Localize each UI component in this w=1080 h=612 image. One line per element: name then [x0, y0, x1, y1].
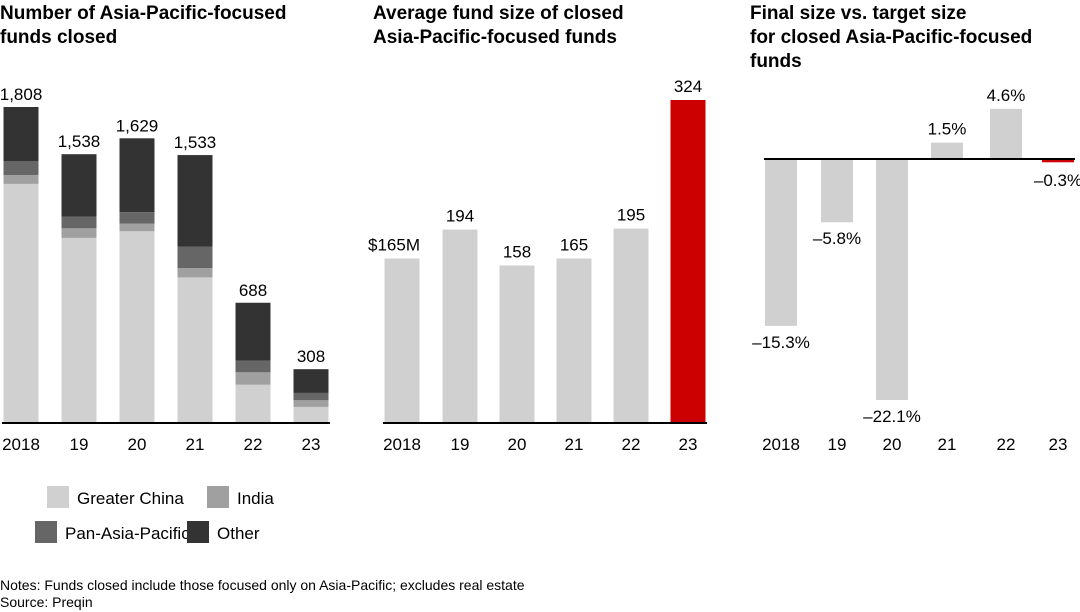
source-text: Source: Preqin	[0, 594, 93, 610]
bar	[821, 159, 853, 223]
data-label: 1,808	[0, 85, 42, 104]
chart-average-fund-size: Average fund size of closed Asia-Pacific-…	[368, 3, 707, 454]
bar	[556, 258, 592, 423]
chart-title: funds closed	[0, 27, 117, 48]
legend-swatch	[207, 486, 229, 508]
legend-label: Greater China	[77, 489, 184, 508]
bar-segment-greater-china	[61, 237, 97, 423]
bar-segment-greater-china	[293, 406, 329, 423]
bar-segment-greater-china	[3, 183, 39, 423]
chart-title: funds	[750, 51, 802, 72]
bar	[990, 108, 1022, 159]
chart-funds-closed: Number of Asia-Pacific-focused funds clos…	[0, 3, 330, 454]
data-label: 194	[446, 207, 474, 226]
legend: Greater China India Pan-Asia-Pacific Other	[35, 486, 274, 543]
bar-segment-pan-asia-pacific	[61, 216, 97, 229]
legend-swatch	[47, 486, 69, 508]
bar	[442, 229, 478, 423]
data-label: 165	[560, 236, 588, 255]
data-label: 195	[617, 206, 645, 225]
bar-segment-india	[235, 372, 271, 385]
data-label: 1,538	[58, 132, 101, 151]
notes-text: Notes: Funds closed include those focuse…	[0, 577, 525, 593]
bar-segment-other	[3, 107, 39, 162]
bar	[931, 142, 963, 159]
x-tick-label: 20	[508, 435, 527, 454]
data-label: 4.6%	[987, 86, 1026, 105]
x-tick-label: 23	[1049, 435, 1068, 454]
bar	[670, 100, 706, 423]
x-tick-label: 22	[244, 435, 263, 454]
chart-title: for closed Asia-Pacific-focused	[750, 27, 1032, 48]
legend-label: India	[237, 489, 274, 508]
bar-segment-other	[177, 155, 213, 247]
x-tick-label: 21	[565, 435, 584, 454]
bar-segment-greater-china	[235, 384, 271, 423]
data-label: 324	[674, 77, 702, 96]
bar-segment-india	[119, 223, 155, 232]
bar	[499, 265, 535, 423]
bar-segment-india	[61, 228, 97, 238]
x-tick-label: 21	[186, 435, 205, 454]
bar	[765, 159, 797, 326]
x-tick-label: 20	[883, 435, 902, 454]
x-tick-label: 22	[622, 435, 641, 454]
bar-segment-pan-asia-pacific	[119, 212, 155, 224]
bar-segment-greater-china	[177, 277, 213, 423]
legend-label: Other	[217, 524, 260, 543]
bar-segment-pan-asia-pacific	[235, 360, 271, 373]
bar	[613, 228, 649, 423]
bar-segment-pan-asia-pacific	[3, 161, 39, 175]
bar-segment-india	[3, 174, 39, 184]
bar-segment-india	[177, 268, 213, 278]
data-label: –22.1%	[863, 407, 921, 426]
x-tick-label: 2018	[383, 435, 421, 454]
data-label: 1,533	[174, 133, 217, 152]
x-tick-label: 19	[828, 435, 847, 454]
chart-final-vs-target: Final size vs. target size for closed Asi…	[750, 3, 1080, 454]
x-tick-label: 19	[70, 435, 89, 454]
bar	[1042, 159, 1074, 163]
data-label: –5.8%	[813, 229, 861, 248]
data-label: $165M	[368, 236, 420, 255]
data-label: 688	[239, 281, 267, 300]
data-label: 308	[297, 347, 325, 366]
bar-segment-pan-asia-pacific	[177, 246, 213, 269]
chart-title: Number of Asia-Pacific-focused	[0, 3, 286, 24]
x-tick-label: 23	[302, 435, 321, 454]
x-tick-label: 22	[997, 435, 1016, 454]
bar-segment-other	[235, 302, 271, 361]
chart-title: Average fund size of closed	[373, 3, 624, 24]
bar-segment-india	[293, 400, 329, 407]
bar-segment-other	[293, 369, 329, 393]
chart-title: Asia-Pacific-focused funds	[373, 27, 617, 48]
data-label: –0.3%	[1034, 171, 1080, 190]
x-tick-label: 20	[128, 435, 147, 454]
x-tick-label: 2018	[2, 435, 40, 454]
data-label: 1.5%	[928, 120, 967, 139]
bar	[876, 159, 908, 400]
x-tick-label: 2018	[762, 435, 800, 454]
chart-title: Final size vs. target size	[750, 3, 966, 24]
bar-segment-other	[119, 138, 155, 213]
bar-segment-pan-asia-pacific	[293, 392, 329, 401]
legend-swatch	[187, 521, 209, 543]
legend-swatch	[35, 521, 57, 543]
bar-segment-greater-china	[119, 231, 155, 423]
legend-label: Pan-Asia-Pacific	[65, 524, 190, 543]
x-tick-label: 23	[679, 435, 698, 454]
bar-segment-other	[61, 154, 97, 217]
bar	[384, 258, 420, 423]
data-label: 158	[503, 242, 531, 261]
x-tick-label: 19	[451, 435, 470, 454]
x-tick-label: 21	[938, 435, 957, 454]
data-label: –15.3%	[752, 333, 810, 352]
data-label: 1,629	[116, 116, 159, 135]
